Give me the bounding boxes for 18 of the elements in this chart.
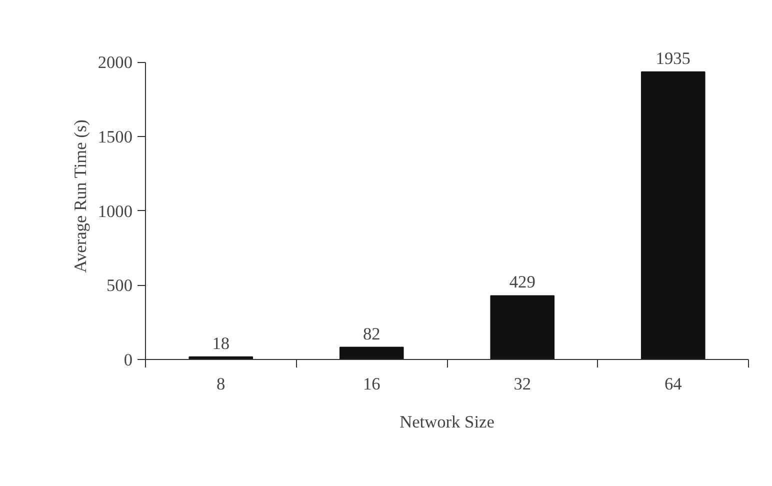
y-axis-title: Average Run Time (s) bbox=[70, 119, 90, 273]
x-tick-label: 32 bbox=[514, 374, 532, 394]
y-tick-label: 1500 bbox=[98, 128, 132, 147]
y-tick-label: 2000 bbox=[98, 53, 132, 72]
y-tick-label: 500 bbox=[106, 276, 133, 296]
data-label: 82 bbox=[362, 324, 380, 344]
x-axis-title: Network Size bbox=[400, 412, 495, 432]
y-tick-label: 0 bbox=[124, 350, 133, 370]
bar bbox=[339, 346, 404, 360]
x-tick-label: 16 bbox=[362, 374, 381, 394]
x-tick-label: 64 bbox=[664, 374, 682, 394]
data-label: 1935 bbox=[656, 48, 690, 68]
x-tick-label: 8 bbox=[216, 374, 226, 394]
data-label: 18 bbox=[212, 334, 230, 353]
y-tick-label: 1000 bbox=[98, 202, 132, 221]
bar bbox=[640, 71, 706, 360]
bar bbox=[490, 295, 555, 360]
data-label: 429 bbox=[509, 272, 536, 292]
